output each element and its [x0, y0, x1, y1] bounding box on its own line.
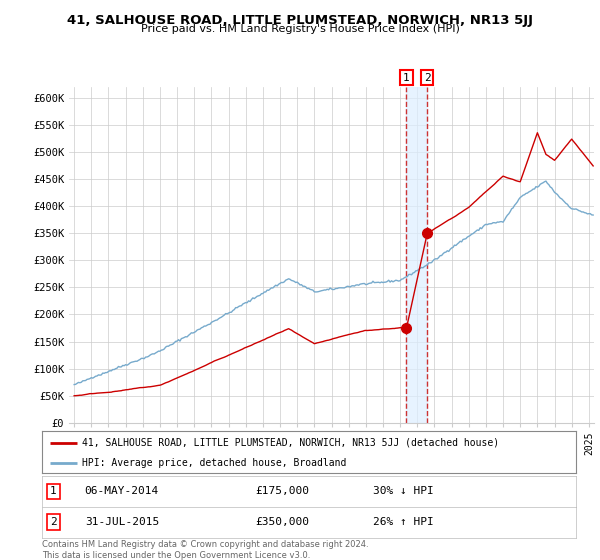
- Text: 31-JUL-2015: 31-JUL-2015: [85, 517, 159, 527]
- Text: £175,000: £175,000: [256, 487, 310, 496]
- Text: 30% ↓ HPI: 30% ↓ HPI: [373, 487, 434, 496]
- Text: 06-MAY-2014: 06-MAY-2014: [85, 487, 159, 496]
- Text: HPI: Average price, detached house, Broadland: HPI: Average price, detached house, Broa…: [82, 458, 346, 468]
- Text: £350,000: £350,000: [256, 517, 310, 527]
- Text: 41, SALHOUSE ROAD, LITTLE PLUMSTEAD, NORWICH, NR13 5JJ: 41, SALHOUSE ROAD, LITTLE PLUMSTEAD, NOR…: [67, 14, 533, 27]
- Text: 2: 2: [50, 517, 57, 527]
- Text: 2: 2: [424, 73, 431, 83]
- Text: Contains HM Land Registry data © Crown copyright and database right 2024.
This d: Contains HM Land Registry data © Crown c…: [42, 540, 368, 560]
- Text: 26% ↑ HPI: 26% ↑ HPI: [373, 517, 434, 527]
- Text: 41, SALHOUSE ROAD, LITTLE PLUMSTEAD, NORWICH, NR13 5JJ (detached house): 41, SALHOUSE ROAD, LITTLE PLUMSTEAD, NOR…: [82, 438, 499, 448]
- Bar: [406, 87, 427, 423]
- Text: Price paid vs. HM Land Registry's House Price Index (HPI): Price paid vs. HM Land Registry's House …: [140, 24, 460, 34]
- Text: 1: 1: [403, 73, 410, 83]
- Text: 1: 1: [50, 487, 57, 496]
